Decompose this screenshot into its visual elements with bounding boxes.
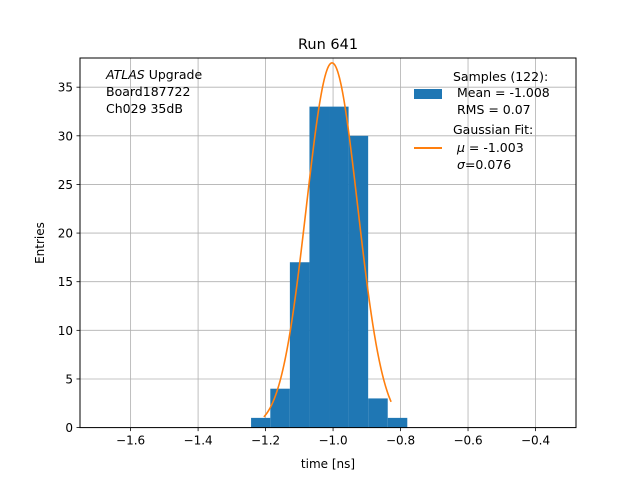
axis-ticks: −1.6 −1.4 −1.2 −1.0 −0.8 −0.6 −0.4 0 5 10 15 20 25 30… [58, 81, 550, 448]
histogram-bar [329, 106, 349, 428]
gaussian-fit-layer [263, 62, 392, 418]
annotation-line-1: ATLAS Upgrade [105, 67, 202, 82]
legend-mu-value: = -1.003 [465, 140, 524, 155]
y-tick-label: 10 [58, 324, 73, 338]
histogram-bar [387, 417, 408, 428]
y-tick-label: 15 [58, 275, 73, 289]
x-tick-label: −1.4 [184, 434, 213, 448]
histogram-bars [251, 106, 408, 428]
annotation-atlas: ATLAS [105, 67, 145, 82]
histogram-bar [348, 135, 369, 428]
x-tick-label: −0.8 [386, 434, 415, 448]
y-tick-label: 30 [58, 129, 73, 143]
legend-fit-mu: μ = -1.003 [456, 140, 524, 155]
axes-frame [79, 57, 577, 429]
legend-fit-sigma: σ=0.076 [457, 157, 511, 172]
histogram-bar [309, 106, 330, 428]
y-axis-label: Entries [33, 222, 47, 264]
histogram-bar [368, 398, 388, 428]
x-tick-label: −1.2 [251, 434, 280, 448]
legend-mu-symbol: μ [456, 140, 465, 155]
legend-swatch-samples [414, 89, 442, 99]
annotation-channel: Ch029 35dB [106, 101, 183, 116]
legend-fit-title: Gaussian Fit: [453, 122, 533, 137]
x-tick-label: −0.6 [453, 434, 482, 448]
histogram-bar [270, 388, 290, 428]
atlas-annotation: ATLAS Upgrade Board187722 Ch029 35dB [105, 67, 202, 116]
chart-title: Run 641 [298, 37, 358, 53]
annotation-board: Board187722 [106, 84, 190, 99]
legend-samples-mean: Mean = -1.008 [453, 85, 550, 100]
legend-samples-title: Samples (122): [453, 69, 548, 84]
y-tick-label: 0 [65, 421, 73, 435]
x-tick-label: −1.0 [318, 434, 347, 448]
x-axis-label: time [ns] [301, 457, 355, 471]
histogram-bar [251, 417, 271, 428]
y-tick-label: 35 [58, 81, 73, 95]
annotation-upgrade: Upgrade [145, 67, 203, 82]
legend-sigma-symbol: σ [457, 157, 466, 172]
y-tick-label: 20 [58, 227, 73, 241]
x-tick-label: −1.6 [116, 434, 145, 448]
y-tick-label: 25 [58, 178, 73, 192]
histogram-bar [289, 262, 310, 428]
gaussian-fit-curve [263, 62, 392, 418]
legend: Samples (122): Mean = -1.008 RMS = 0.07 … [414, 69, 550, 172]
x-tick-label: −0.4 [521, 434, 550, 448]
legend-sigma-value: =0.076 [465, 157, 511, 172]
y-tick-label: 5 [65, 372, 73, 386]
legend-samples-rms: RMS = 0.07 [453, 102, 531, 117]
